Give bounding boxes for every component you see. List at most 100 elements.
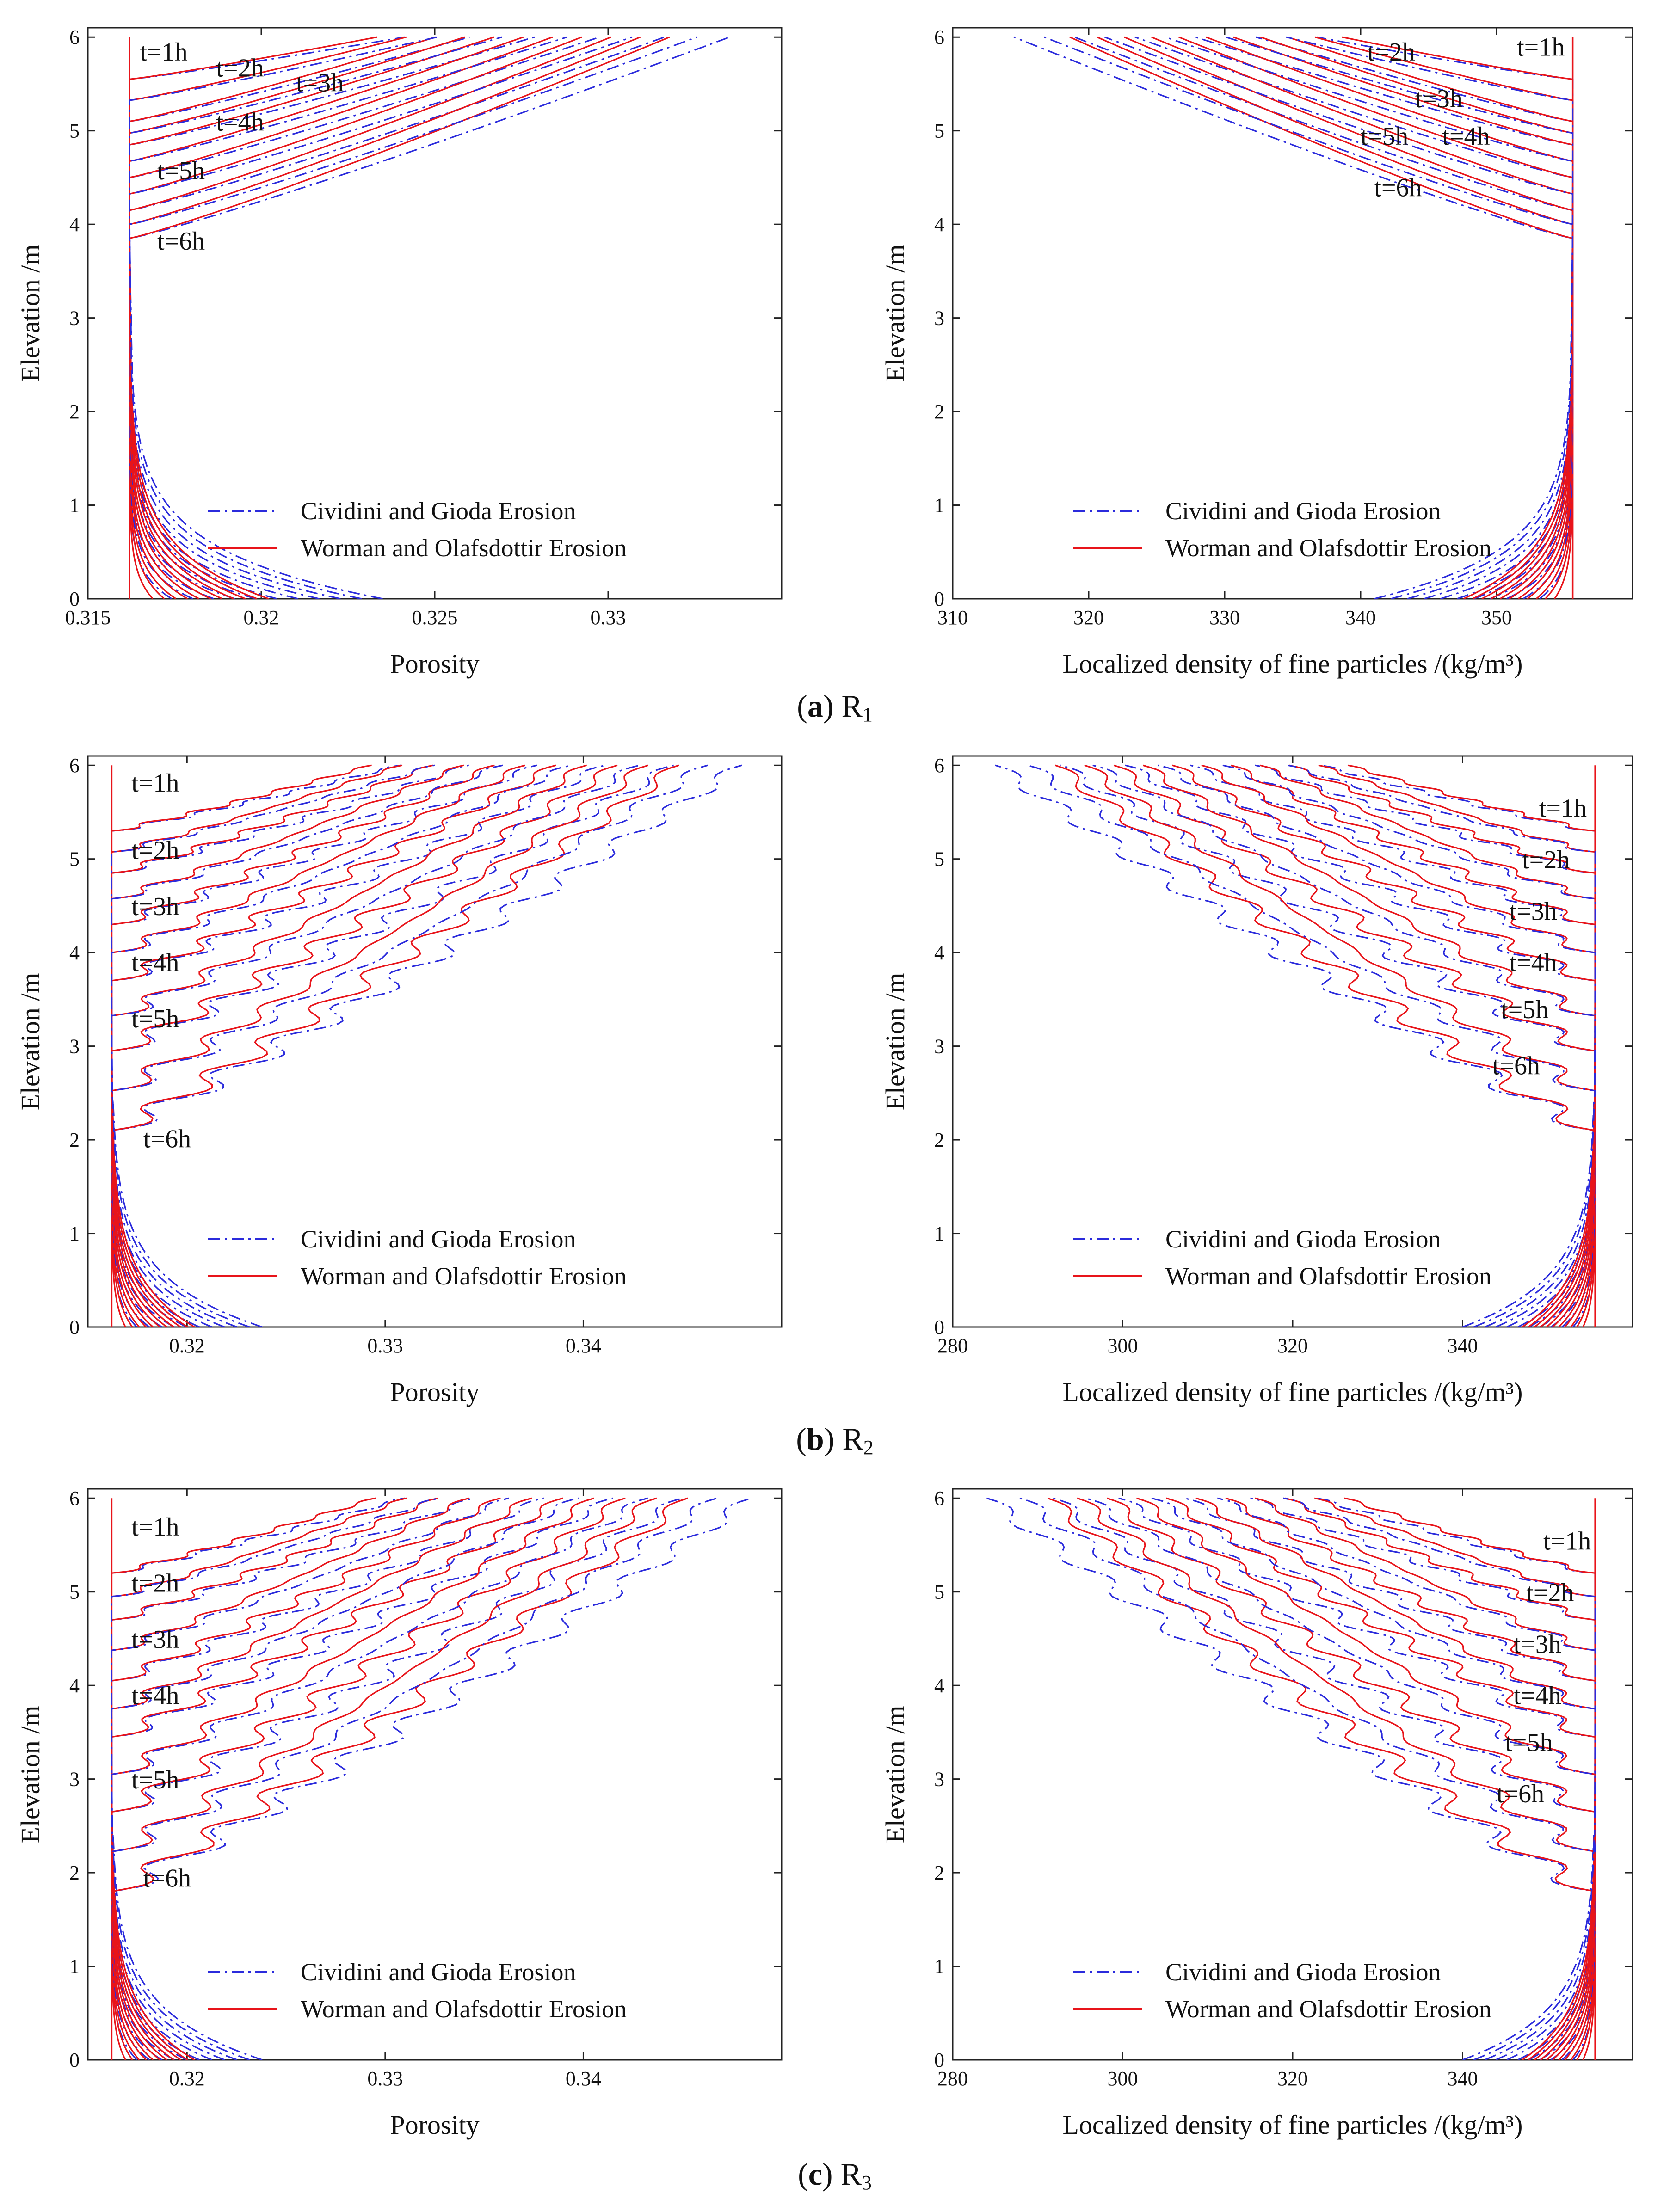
time-label-4: t=4h xyxy=(1514,1682,1561,1710)
series-worman-intermediate xyxy=(129,36,407,599)
time-label-6: t=6h xyxy=(1492,1051,1540,1080)
time-label-5: t=5h xyxy=(131,1766,179,1794)
y-tick-label: 5 xyxy=(934,848,944,871)
x-tick-label: 320 xyxy=(1073,606,1104,629)
time-label-1: t=1h xyxy=(1539,794,1587,823)
series-cividini-intermediate xyxy=(1286,36,1574,599)
series-cividini-intermediate xyxy=(111,1497,579,2060)
time-label-5: t=5h xyxy=(1505,1728,1553,1757)
series-cividini-intermediate xyxy=(1104,36,1574,599)
series-worman-t5h xyxy=(111,764,618,1327)
x-tick-label: 0.325 xyxy=(412,606,458,629)
plot-frame xyxy=(952,27,1633,600)
x-tick-label: 0.34 xyxy=(566,2067,601,2090)
legend: Cividini and Gioda Erosion Worman and Ola… xyxy=(208,497,627,562)
x-axis-label: Localized density of fine particles /(kg… xyxy=(1063,2110,1523,2140)
y-tick-label: 6 xyxy=(69,1487,80,1510)
series-cividini-t6h xyxy=(995,764,1596,1327)
y-tick-label: 4 xyxy=(69,941,80,964)
x-tick-label: 330 xyxy=(1209,606,1240,629)
y-tick-label: 0 xyxy=(69,1316,80,1339)
chart-b-porosity: 0.32 0.33 0.34 0 1 2 3 4 5 6 Porosity Elevation /m t… xyxy=(15,754,783,1407)
caption-c-letter: c xyxy=(808,2157,822,2192)
y-axis-label: Elevation /m xyxy=(15,973,45,1111)
legend-label-worman: Worman and Olafsdottir Erosion xyxy=(301,1262,627,1290)
series-cividini-intermediate xyxy=(111,1497,718,2060)
series-cividini-intermediate xyxy=(129,36,567,599)
series-cividini-t6h xyxy=(986,1497,1596,2060)
series-worman-t1h xyxy=(129,36,377,599)
y-tick-label: 0 xyxy=(69,2049,80,2071)
time-label-6: t=6h xyxy=(1497,1780,1544,1808)
y-tick-label: 0 xyxy=(934,2049,944,2071)
legend: Cividini and Gioda Erosion Worman and Ola… xyxy=(1073,497,1491,562)
legend-label-worman: Worman and Olafsdottir Erosion xyxy=(1165,1995,1491,2023)
series-worman-t5h xyxy=(111,1497,626,2060)
series-cividini-intermediate xyxy=(1019,1497,1596,2060)
time-label-4: t=4h xyxy=(216,108,264,137)
series-worman-intermediate xyxy=(129,36,465,599)
time-label-5: t=5h xyxy=(131,1005,179,1033)
y-tick-label: 0 xyxy=(934,1316,944,1339)
time-label-3: t=3h xyxy=(1415,85,1463,113)
y-tick-label: 2 xyxy=(69,400,80,423)
series-cividini-t5h xyxy=(1060,764,1596,1327)
y-axis-label: Elevation /m xyxy=(880,973,910,1111)
y-tick-label: 2 xyxy=(934,1862,944,1884)
y-tick-label: 1 xyxy=(69,494,80,517)
y-tick-label: 5 xyxy=(69,848,80,871)
chart-c-porosity: 0.32 0.33 0.34 0 1 2 3 4 5 6 Porosity Elevation /m t… xyxy=(15,1487,783,2140)
series-cividini-intermediate xyxy=(129,36,697,599)
time-label-6: t=6h xyxy=(143,1124,191,1153)
time-label-4: t=4h xyxy=(131,1682,179,1710)
y-tick-label: 4 xyxy=(69,1674,80,1697)
caption-c-label: R xyxy=(841,2157,862,2192)
series-worman-t4h xyxy=(1172,764,1596,1327)
caption-b-label: R xyxy=(842,1421,863,1456)
y-axis-label: Elevation /m xyxy=(880,1706,910,1843)
time-label-6: t=6h xyxy=(143,1864,191,1892)
time-label-3: t=3h xyxy=(1514,1630,1561,1659)
time-label-6: t=6h xyxy=(1374,173,1422,202)
series-worman-t6h xyxy=(129,36,670,599)
y-tick-label: 3 xyxy=(69,1768,80,1791)
y-tick-label: 6 xyxy=(934,26,944,49)
y-tick-label: 0 xyxy=(934,588,944,610)
y-tick-label: 6 xyxy=(69,754,80,777)
time-label-3: t=3h xyxy=(296,69,344,98)
x-tick-label: 0.315 xyxy=(65,606,111,629)
x-tick-label: 310 xyxy=(937,606,968,629)
y-tick-label: 3 xyxy=(69,1035,80,1058)
time-label-4: t=4h xyxy=(131,949,179,977)
series-worman-intermediate xyxy=(111,764,649,1327)
y-tick-label: 2 xyxy=(934,1129,944,1151)
x-tick-label: 340 xyxy=(1345,606,1376,629)
x-tick-label: 0.32 xyxy=(169,2067,205,2090)
legend-label-cividini: Cividini and Gioda Erosion xyxy=(301,497,576,525)
x-tick-label: 280 xyxy=(937,1334,968,1357)
x-tick-label: 280 xyxy=(937,2067,968,2090)
x-axis-label: Porosity xyxy=(390,649,479,679)
series-worman-intermediate xyxy=(111,764,526,1327)
x-axis-label: Porosity xyxy=(390,2110,479,2140)
series-worman-intermediate xyxy=(1195,1497,1596,2060)
series-cividini-t4h xyxy=(111,764,606,1327)
series-cividini-t4h xyxy=(1134,36,1574,599)
y-tick-label: 6 xyxy=(69,26,80,49)
time-label-5: t=5h xyxy=(1501,995,1548,1024)
plot-frame xyxy=(87,1488,783,2061)
series-worman-intermediate xyxy=(111,1497,657,2060)
series-cividini-intermediate xyxy=(1044,36,1574,599)
y-tick-label: 2 xyxy=(934,400,944,423)
caption-b-sub: 2 xyxy=(863,1436,874,1459)
time-label-6: t=6h xyxy=(157,227,205,256)
y-tick-label: 1 xyxy=(69,1223,80,1245)
x-tick-label: 0.34 xyxy=(566,1334,601,1357)
series-worman-intermediate xyxy=(129,36,582,599)
time-label-1: t=1h xyxy=(131,769,179,798)
x-tick-label: 0.33 xyxy=(591,606,626,629)
series-worman-t5h xyxy=(1113,764,1596,1327)
x-tick-label: 0.32 xyxy=(169,1334,205,1357)
series-worman-intermediate xyxy=(129,36,524,599)
